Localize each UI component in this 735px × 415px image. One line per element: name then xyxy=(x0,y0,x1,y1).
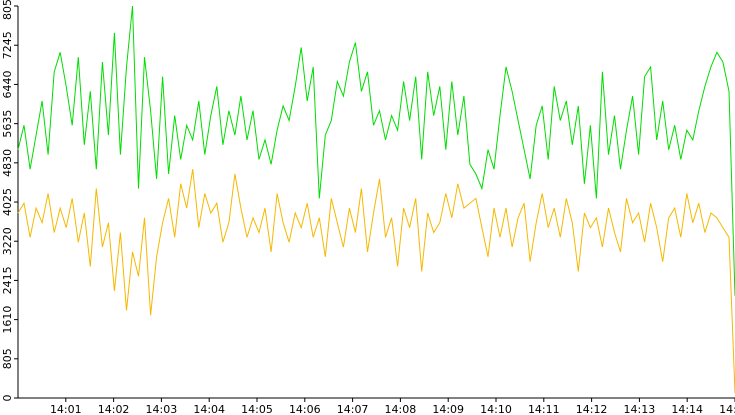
y-tick-label: 1610 xyxy=(1,306,14,334)
x-tick-label: 14:11 xyxy=(528,403,560,415)
y-tick-label: 8051 xyxy=(1,0,14,20)
y-tick-label: 4830 xyxy=(1,149,14,177)
y-tick-label: 6440 xyxy=(1,70,14,98)
x-tick-label: 14:06 xyxy=(289,403,321,415)
data-line xyxy=(17,5,735,296)
x-tick-label: 14:05 xyxy=(241,403,273,415)
x-tick-label: 14:14 xyxy=(671,403,703,415)
y-tick-label: 7245 xyxy=(1,31,14,59)
x-tick-label: 14:01 xyxy=(50,403,82,415)
x-tick-label: 14:15 xyxy=(719,403,735,415)
y-tick-label: 2415 xyxy=(1,266,14,294)
x-tick-label: 14:09 xyxy=(432,403,464,415)
x-tick-label: 14:08 xyxy=(385,403,417,415)
x-tick-label: 14:03 xyxy=(146,403,178,415)
x-tick-label: 14:12 xyxy=(576,403,608,415)
x-tick-label: 14:02 xyxy=(98,403,130,415)
x-tick-label: 14:10 xyxy=(480,403,512,415)
y-tick-label: 0 xyxy=(1,395,14,402)
x-tick-label: 14:07 xyxy=(337,403,369,415)
data-line xyxy=(17,169,735,394)
x-tick-label: 14:04 xyxy=(193,403,225,415)
y-tick-label: 805 xyxy=(1,348,14,369)
y-tick-label: 4025 xyxy=(1,188,14,216)
y-tick-label: 3220 xyxy=(1,227,14,255)
x-tick-label: 14:13 xyxy=(624,403,656,415)
y-tick-label: 5635 xyxy=(1,110,14,138)
